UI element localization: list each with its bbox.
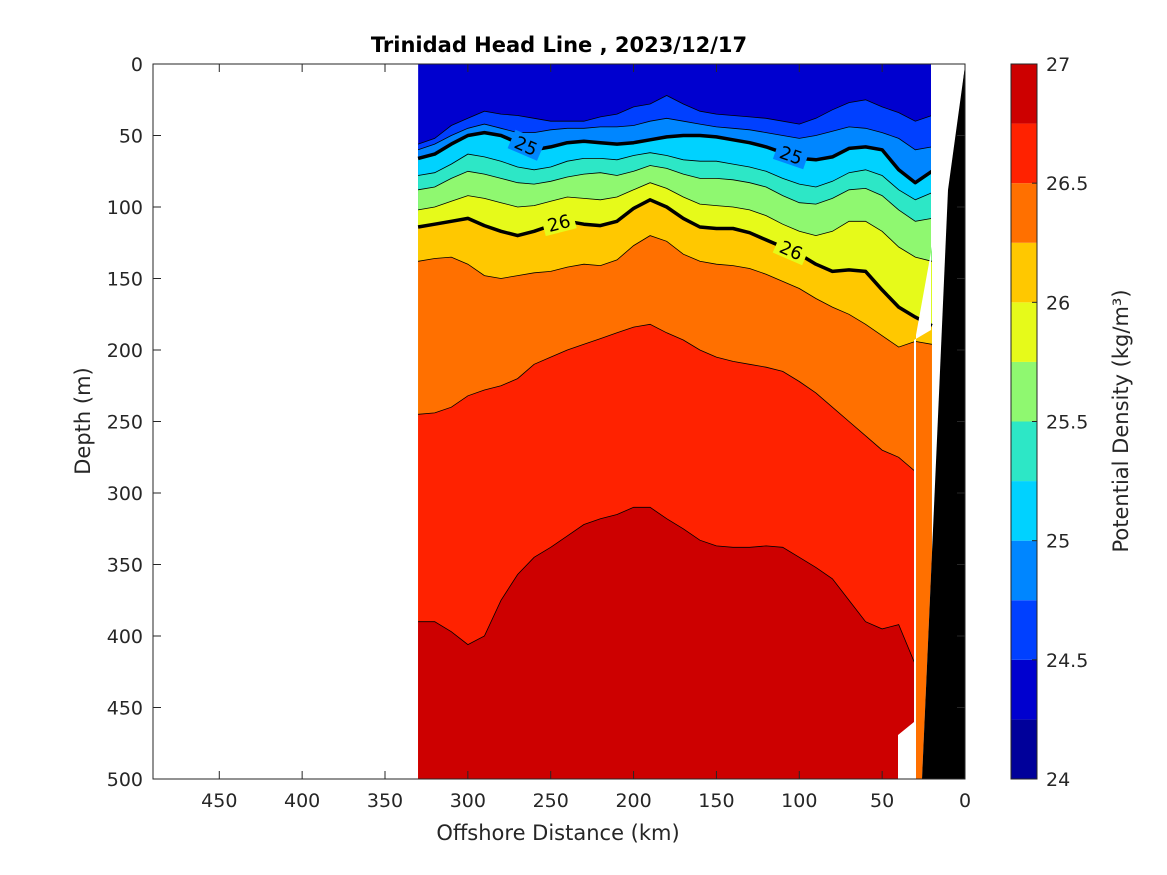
y-tick-label: 400 [107,626,143,648]
bathymetry [898,64,965,779]
colorbar-band [1011,659,1037,720]
isopycnal-26.75 [418,506,916,665]
band-26.75 [418,507,916,779]
y-tick-label: 150 [107,269,143,291]
colorbar-band [1011,421,1037,482]
colorbar-band [1011,719,1037,779]
y-tick-label: 100 [107,197,143,219]
colorbar-band [1011,183,1037,243]
x-tick-label: 200 [615,790,651,812]
seafloor-shape [924,66,965,779]
isopycnal-25.75 [418,182,932,262]
colorbar-tick-label: 26.5 [1046,173,1088,195]
x-tick-label: 50 [870,790,894,812]
y-tick-label: 0 [131,54,143,76]
isopycnal-bold-25 [417,130,933,185]
colorbar-band [1011,481,1037,541]
colorbar: 24 24.5 25 25.5 26 26.5 27 [1010,54,1088,791]
y-tick-label: 500 [107,769,143,791]
x-tick-label: 350 [367,790,403,812]
density-bands [418,64,932,779]
colorbar-band [1011,600,1037,660]
colorbar-band [1011,540,1037,601]
colorbar-tick-label: 26 [1046,292,1070,314]
colorbar-tick-label: 25 [1046,531,1070,553]
y-tick-label: 300 [107,483,143,505]
x-tick-label: 300 [450,790,486,812]
x-tick-label: 250 [533,790,569,812]
x-axis: 450 400 350 300 250 200 150 100 50 0 [201,64,971,812]
contour-label-bg [772,139,810,170]
x-tick-label: 100 [781,790,817,812]
isopycnal-26.5 [418,323,916,472]
y-tick-label: 450 [107,698,143,720]
y-tick-label: 250 [107,412,143,434]
colorbar-band [1011,361,1037,422]
isopycnal-bold-26 [417,198,933,328]
contour-label-bg [507,129,545,161]
isopycnal-25.25 [418,152,933,201]
colorbar-band [1011,64,1037,124]
y-axis: 0 50 100 150 200 250 300 350 400 450 500 [107,54,965,791]
contour-label-bg [772,234,811,266]
y-tick-label: 350 [107,555,143,577]
colorbar-band [1011,242,1037,303]
isopycnal-25.5 [418,165,932,222]
y-tick-label: 200 [107,340,143,362]
x-tick-label: 150 [698,790,734,812]
isopycnal-24.75 [417,117,932,151]
colorbar-tick-label: 24 [1046,769,1070,791]
chart-title: Trinidad Head Line , 2023/12/17 [371,33,747,57]
isopycnal-26.25 [418,235,932,348]
x-tick-label: 450 [201,790,237,812]
colorbar-tick-label: 24.5 [1046,650,1088,672]
y-axis-title: Depth (m) [71,367,95,474]
x-tick-label: 400 [284,790,320,812]
isopycnal-24.5 [417,95,933,145]
colorbar-tick-label: 25.5 [1046,412,1088,434]
contour-label-bg [540,208,577,237]
x-tick-label: 0 [959,790,971,812]
colorbar-band [1011,123,1037,184]
colorbar-tick-label: 27 [1046,54,1070,76]
colorbar-band [1011,302,1037,362]
colorbar-title: Potential Density (kg/m³) [1109,289,1133,552]
no-data-wedge [898,64,965,779]
x-axis-title: Offshore Distance (km) [436,821,679,845]
plot-area [417,64,965,779]
y-tick-label: 50 [119,126,143,148]
highlighted-isopycnals [417,130,933,328]
